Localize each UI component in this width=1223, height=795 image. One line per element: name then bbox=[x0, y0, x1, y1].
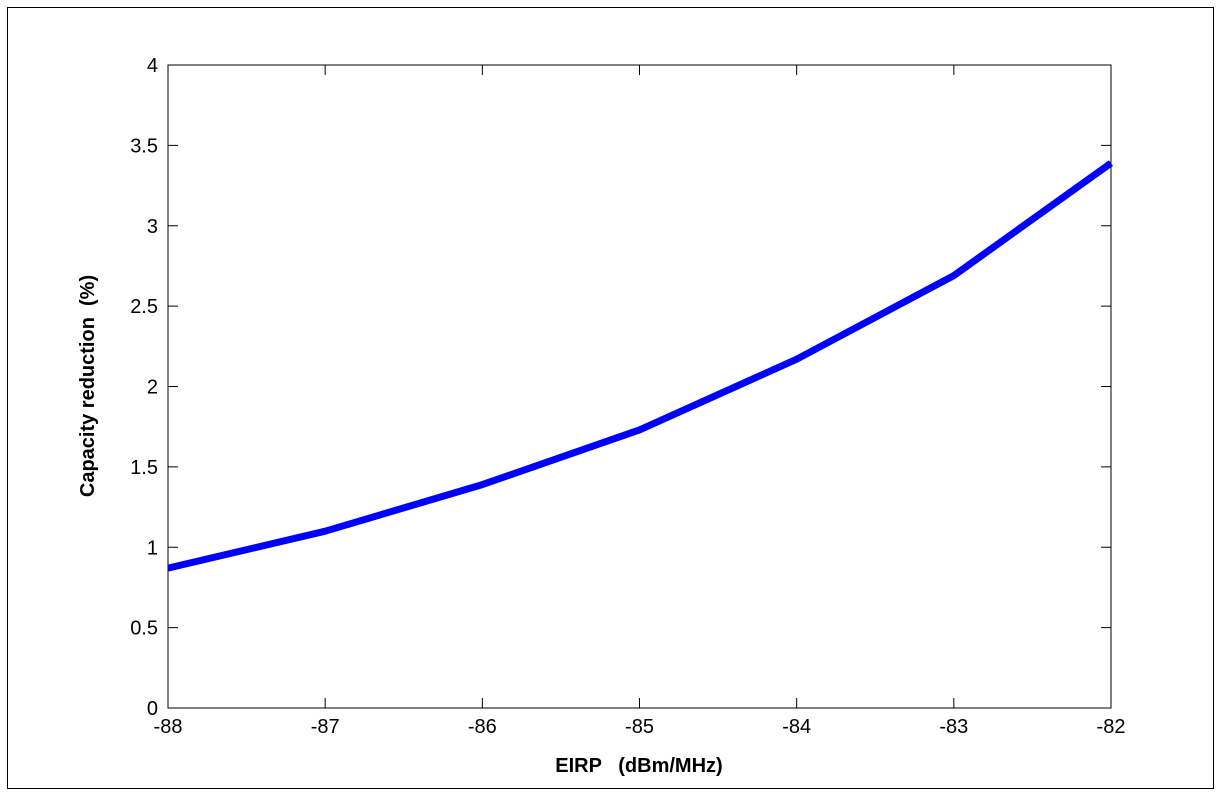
x-tick-label: -86 bbox=[468, 716, 497, 738]
y-tick-label: 1.5 bbox=[130, 457, 158, 479]
x-tick-label: -88 bbox=[154, 716, 183, 738]
x-tick-label: -87 bbox=[311, 716, 340, 738]
x-axis-ticks: -88 -87 -86 -85 -84 -83 -82 bbox=[154, 65, 1126, 738]
y-tick-label: 3 bbox=[147, 216, 158, 238]
y-tick-label: 3.5 bbox=[130, 135, 158, 157]
y-axis-ticks: 0 0.5 1 1.5 2 2.5 3 3.5 4 bbox=[130, 55, 1111, 720]
y-tick-label: 0 bbox=[147, 698, 158, 720]
x-tick-label: -83 bbox=[939, 716, 968, 738]
x-tick-label: -84 bbox=[782, 716, 811, 738]
series-line bbox=[167, 160, 1114, 572]
y-tick-label: 4 bbox=[147, 55, 158, 77]
x-tick-label: -82 bbox=[1097, 716, 1126, 738]
series-layer bbox=[167, 160, 1114, 572]
plot-area bbox=[167, 64, 1112, 709]
y-tick-label: 2.5 bbox=[130, 296, 158, 318]
x-tick-label: -85 bbox=[625, 716, 654, 738]
x-axis-title: EIRP (dBm/MHz) bbox=[555, 755, 722, 777]
y-tick-label: 1 bbox=[147, 537, 158, 559]
y-axis-title: Capacity reduction (%) bbox=[77, 275, 99, 497]
y-tick-label: 0.5 bbox=[130, 618, 158, 640]
y-tick-label: 2 bbox=[147, 377, 158, 399]
